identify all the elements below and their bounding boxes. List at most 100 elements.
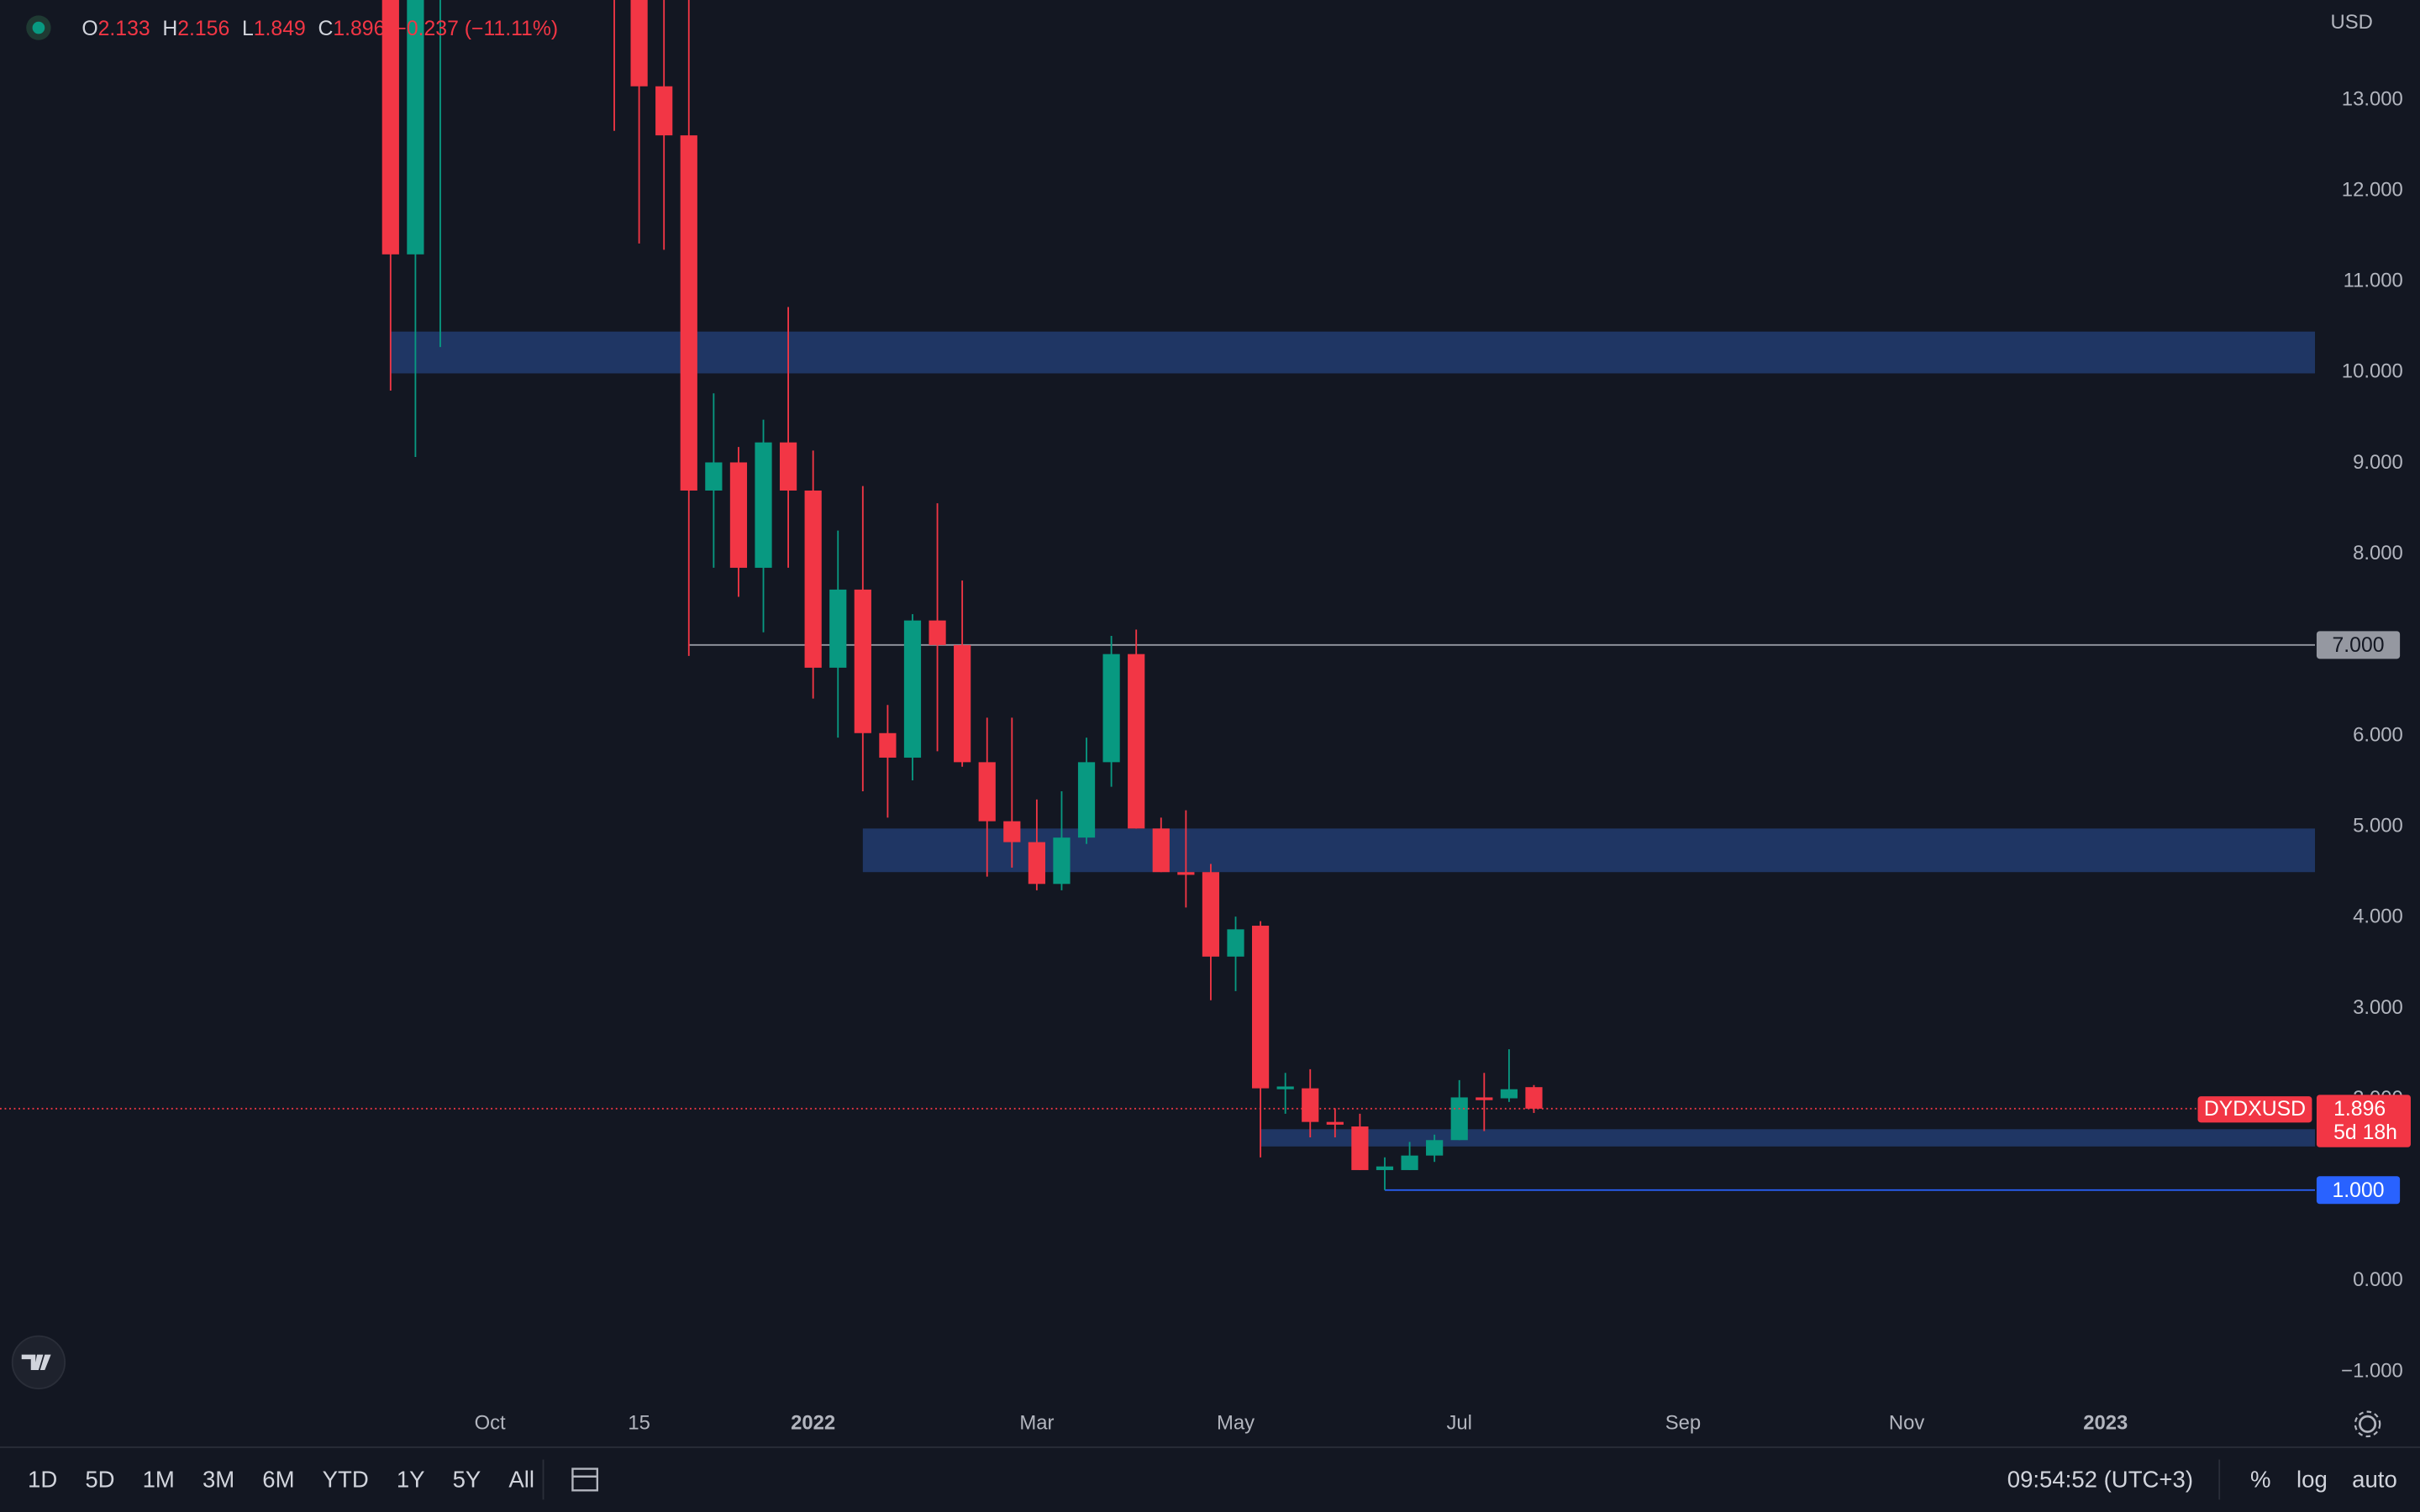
level-label: 1.000 (2333, 1179, 2385, 1202)
candle-body (1251, 926, 1270, 1089)
range-button[interactable]: 6M (262, 1467, 294, 1493)
candle-body (705, 462, 723, 491)
x-tick-label: Nov (1889, 1412, 1925, 1435)
y-tick-label: 12.000 (2342, 178, 2403, 201)
x-tick-label: 15 (628, 1412, 650, 1435)
zone (862, 828, 2316, 873)
candle-body (1276, 1086, 1294, 1089)
candle-body (1326, 1121, 1344, 1125)
candle-body (1202, 872, 1220, 957)
status-dot (32, 21, 45, 34)
candle-body (1028, 842, 1045, 885)
x-tick-label: 2022 (791, 1412, 835, 1435)
tv-logo[interactable] (11, 1335, 66, 1389)
plot-area (381, 0, 2316, 1191)
ohlc-legend: O2.133 H2.156 L1.849 C1.896 −0.237 (−11.11%) (82, 17, 558, 39)
candle-body (755, 442, 772, 568)
price-badge (2316, 1095, 2411, 1147)
candle-body (729, 462, 748, 568)
range-button[interactable]: YTD (323, 1467, 369, 1493)
currency[interactable]: USD (2330, 11, 2372, 34)
axis-option[interactable]: auto (2352, 1467, 2397, 1493)
candle-body (1077, 762, 1096, 838)
y-tick-label: 6.000 (2353, 723, 2403, 746)
x-tick-label: Oct (475, 1412, 506, 1435)
y-tick-label: 9.000 (2353, 451, 2403, 474)
candle-body (381, 0, 399, 255)
range-icon[interactable] (571, 1467, 599, 1492)
zone (1260, 1129, 2316, 1147)
candle-body (1102, 654, 1120, 763)
countdown: 5d 18h (2333, 1121, 2397, 1144)
candle-body (978, 762, 996, 822)
range-button[interactable]: 3M (203, 1467, 234, 1493)
legend-key: L (242, 17, 254, 39)
candle-body (1376, 1166, 1394, 1170)
zone (390, 331, 2316, 374)
axis-option[interactable]: log (2296, 1467, 2328, 1493)
candle-body (1500, 1089, 1518, 1099)
candle-body (1227, 929, 1244, 957)
symbol-label: DYDXUSD (2204, 1098, 2306, 1121)
settings-icon[interactable] (2354, 1410, 2381, 1438)
range-button[interactable]: 5D (85, 1467, 114, 1493)
y-tick-label: 8.000 (2353, 542, 2403, 564)
symbol-badge (2197, 1096, 2312, 1123)
x-tick-label: 2023 (2083, 1412, 2128, 1435)
level-badge (2316, 631, 2401, 659)
candle-body (1128, 654, 1145, 829)
price-label: 1.896 (2333, 1098, 2386, 1121)
y-tick-label: 11.000 (2344, 270, 2403, 292)
clock: 09:54:52 (UTC+3) (2007, 1467, 2193, 1493)
legend-key: H (162, 17, 177, 39)
y-tick-label: 13.000 (2342, 87, 2403, 110)
x-tick-label: May (1217, 1412, 1255, 1435)
range-button[interactable]: 1D (28, 1467, 57, 1493)
candle-body (1003, 821, 1021, 843)
candle-body (903, 620, 922, 758)
candle-body (1426, 1140, 1444, 1156)
level-label: 7.000 (2333, 634, 2385, 657)
candle-body (854, 589, 871, 733)
candle-body (1152, 828, 1170, 873)
candle-body (829, 589, 847, 668)
axis-option[interactable]: % (2250, 1467, 2271, 1493)
candle-body (407, 0, 424, 255)
candle-body (804, 491, 822, 668)
legend-value: 2.133 (98, 17, 150, 39)
y-tick-label: −1.000 (2341, 1359, 2403, 1382)
y-tick-label: 3.000 (2353, 996, 2403, 1019)
range-button[interactable]: 1M (143, 1467, 175, 1493)
candle-body (1476, 1097, 1493, 1100)
legend-change: −0.237 (−11.11%) (394, 17, 558, 39)
y-tick-label: 0.000 (2353, 1268, 2403, 1291)
y-tick-label: 4.000 (2353, 906, 2403, 928)
candle-body (879, 732, 897, 758)
candle-body (1450, 1097, 1468, 1141)
range-button[interactable]: All (508, 1467, 534, 1493)
legend-value: 2.156 (177, 17, 229, 39)
candle-body (1053, 837, 1071, 885)
legend-key: C (318, 17, 333, 39)
legend-value: 1.849 (254, 17, 306, 39)
candle-body (680, 135, 697, 491)
candle-body (1401, 1155, 1418, 1170)
legend-key: O (82, 17, 97, 39)
candle-body (1302, 1088, 1319, 1122)
range-button[interactable]: 1Y (397, 1467, 425, 1493)
y-tick-label: 5.000 (2353, 814, 2403, 837)
candle-body (929, 620, 946, 645)
candle-body (1177, 872, 1195, 875)
candle-body (630, 0, 648, 87)
legend-value: 1.896 (333, 17, 385, 39)
x-tick-label: Jul (1446, 1412, 1471, 1435)
level-badge (2316, 1176, 2401, 1205)
candle-body (1525, 1087, 1543, 1109)
y-tick-label: 10.000 (2342, 360, 2403, 383)
x-tick-label: Mar (1019, 1412, 1054, 1435)
range-button[interactable]: 5Y (453, 1467, 481, 1493)
candle-body (954, 644, 971, 763)
